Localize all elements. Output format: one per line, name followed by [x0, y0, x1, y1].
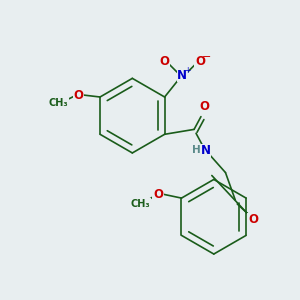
- Text: N: N: [201, 145, 211, 158]
- Text: H: H: [192, 145, 200, 155]
- Text: +: +: [184, 66, 190, 75]
- Text: O: O: [248, 213, 258, 226]
- Text: O: O: [160, 55, 170, 68]
- Text: N: N: [177, 69, 187, 82]
- Text: O: O: [153, 188, 163, 201]
- Text: O: O: [200, 100, 210, 113]
- Text: CH₃: CH₃: [49, 98, 69, 108]
- Text: −: −: [202, 52, 212, 62]
- Text: CH₃: CH₃: [130, 199, 150, 209]
- Text: O: O: [195, 55, 205, 68]
- Text: O: O: [74, 88, 83, 101]
